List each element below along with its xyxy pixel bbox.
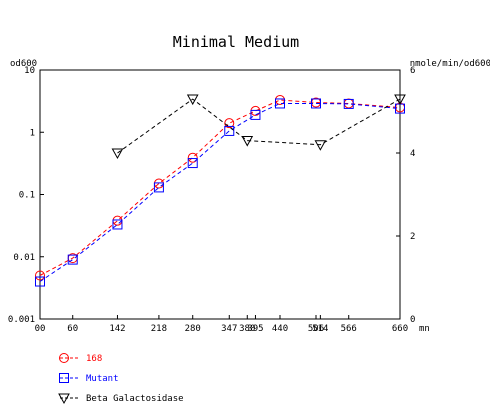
x-tick-label: 218 (151, 324, 167, 334)
data-point-mutant (275, 98, 285, 109)
y-axis-label: od600 (10, 59, 37, 69)
y-tick-label: 0.001 (8, 315, 35, 325)
x-tick-label: 142 (109, 324, 125, 334)
data-point-mutant (112, 219, 123, 230)
y2-tick-label: 0 (410, 315, 415, 325)
data-point-mutant (67, 254, 78, 265)
data-point-168 (250, 105, 261, 116)
data-point-mutant (153, 182, 164, 193)
x-tick-label: 00 (35, 324, 46, 334)
x-tick-label: 506 (308, 324, 324, 334)
data-point-beta-galactosidase (241, 136, 254, 147)
data-point-168 (153, 178, 164, 189)
x-tick-label: 514 (312, 324, 328, 334)
y2-axis-label: nmole/min/od600 (410, 59, 490, 69)
series-line-mutant (39, 103, 401, 282)
x-tick-label: 440 (272, 324, 288, 334)
x-tick-label: 60 (67, 324, 78, 334)
y-tick-label: 0.01 (13, 253, 35, 263)
x-tick-label: 380 (239, 324, 255, 334)
y-tick-label: 1 (30, 128, 35, 138)
data-point-beta-galactosidase (314, 140, 327, 151)
legend-label-mutant: Mutant (86, 374, 119, 384)
y-tick-label: 0.1 (19, 191, 35, 201)
data-point-beta-galactosidase (111, 148, 124, 160)
data-point-168 (224, 118, 235, 129)
x-tick-label: 280 (185, 324, 201, 334)
data-point-mutant (35, 276, 45, 287)
y-tick-label: 10 (24, 66, 35, 76)
data-point-168 (187, 152, 198, 163)
legend-marker-mutant (59, 373, 69, 383)
x-tick-label: 395 (247, 324, 263, 334)
data-point-168 (35, 270, 45, 281)
series-line-168 (39, 99, 401, 276)
data-point-168 (112, 215, 123, 226)
x-tick-label: 566 (341, 324, 357, 334)
data-point-beta-galactosidase (186, 94, 199, 106)
data-point-mutant (343, 98, 354, 109)
x-tick-label: 347 (221, 324, 237, 334)
data-point-mutant (187, 158, 198, 169)
series-line-beta-galactosidase (117, 98, 401, 154)
data-point-mutant (311, 98, 321, 109)
legend-label-beta-galactosidase: Beta Galactosidase (86, 394, 184, 404)
data-point-beta-galactosidase (394, 94, 406, 106)
x-axis-label: mn (419, 324, 430, 334)
y2-tick-label: 2 (410, 232, 415, 242)
x-tick-label: 660 (392, 324, 408, 334)
legend-marker-beta-galactosidase (58, 393, 70, 405)
data-point-mutant (250, 109, 261, 120)
legend-label-168: 168 (86, 354, 102, 364)
y2-tick-label: 4 (410, 149, 415, 159)
y2-tick-label: 6 (410, 66, 415, 76)
chart-title: Minimal Medium (173, 33, 299, 51)
legend-marker-168 (59, 353, 69, 363)
data-point-mutant (224, 125, 235, 136)
